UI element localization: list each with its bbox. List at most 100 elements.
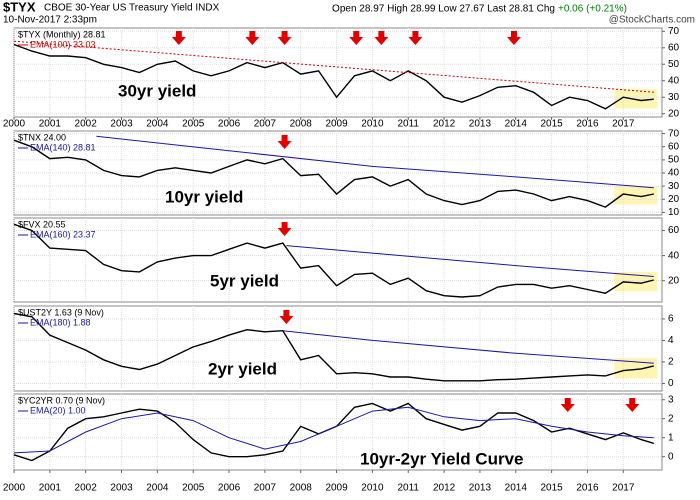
x-tick-label: 2017	[612, 483, 635, 494]
panel: 20 30 40 50 60 70 $TYX (Monthly) 28.81EMA(100)…	[3, 26, 680, 130]
legend-entry: EMA(100) 33.03	[30, 39, 96, 49]
panel-label: 10yr-2yr Yield Curve	[360, 449, 523, 468]
y-tick-label: 6	[668, 314, 674, 325]
y-tick-label: 2	[668, 413, 674, 424]
x-tick-label: 2003	[110, 119, 133, 130]
arrow	[349, 31, 364, 45]
y-tick-label: 10	[668, 207, 680, 218]
y-tick-label: 20	[668, 275, 680, 286]
arrow	[506, 31, 521, 45]
legend-entry: EMA(180) 1.88	[30, 317, 91, 327]
x-tick-label: 2015	[540, 483, 563, 494]
x-tick-label: 2015	[540, 119, 563, 130]
y-tick-label: 50	[668, 59, 680, 70]
ema-line	[13, 406, 654, 454]
x-tick-label: 2007	[254, 483, 277, 494]
y-tick-label: 1	[668, 432, 674, 443]
x-tick-label: 2012	[433, 483, 456, 494]
x-tick-label: 2010	[361, 119, 384, 130]
x-tick-label: 2002	[75, 483, 98, 494]
legend-entry: $YC2YR 0.70 (9 Nov)	[18, 395, 105, 405]
y-tick-label: 30	[668, 92, 680, 103]
change: +0.06 (+0.21%)	[558, 4, 627, 15]
x-tick-label: 2007	[254, 119, 277, 130]
x-tick-label: 2013	[469, 119, 492, 130]
ema-line	[96, 135, 654, 189]
y-tick-label: 50	[668, 155, 680, 166]
arrow	[374, 31, 389, 45]
x-tick-label: 2014	[505, 119, 528, 130]
x-tick-label: 2011	[397, 483, 419, 494]
x-tick-label: 2000	[3, 119, 26, 130]
x-tick-label: 2014	[505, 483, 528, 494]
highlight-box	[614, 271, 658, 292]
y-tick-label: 0	[668, 451, 674, 462]
x-tick-label: 2017	[612, 119, 635, 130]
legend-entry: $FVX 20.55	[18, 219, 66, 229]
legend-entry: $TNX 24.00	[18, 132, 66, 142]
y-tick-label: 70	[668, 26, 680, 37]
x-tick-label: 2001	[39, 483, 62, 494]
x-tick-label: 2009	[325, 119, 348, 130]
y-tick-label: 60	[668, 225, 680, 236]
x-tick-label: 2008	[290, 119, 313, 130]
ema-line	[282, 330, 654, 364]
x-tick-label: 2005	[182, 119, 205, 130]
x-tick-label: 2011	[397, 119, 419, 130]
legend-entry: EMA(140) 28.81	[30, 142, 96, 152]
legend-entry: $TYX (Monthly) 28.81	[18, 29, 106, 39]
price-line	[13, 312, 654, 382]
x-tick-label: 2013	[469, 483, 492, 494]
panel: 0 1 2 3 $YC2YR 0.70 (9 Nov)EMA(20) 1.00 10yr-…	[3, 393, 674, 494]
x-tick-label: 2012	[433, 119, 456, 130]
x-tick-label: 2006	[218, 119, 241, 130]
x-tick-label: 2010	[361, 483, 384, 494]
symbol: $TYX	[3, 0, 36, 14]
x-tick-label: 2006	[218, 483, 241, 494]
y-tick-label: 20	[668, 108, 680, 119]
x-tick-label: 2016	[576, 119, 599, 130]
price-line	[13, 43, 654, 110]
legend-entry: EMA(20) 1.00	[30, 405, 86, 415]
arrow	[277, 135, 292, 149]
x-tick-label: 2008	[290, 483, 313, 494]
price-line	[13, 139, 654, 208]
ema-line	[286, 245, 654, 277]
x-tick-label: 2005	[182, 483, 205, 494]
y-tick-label: 60	[668, 141, 680, 152]
panel-label: 2yr yield	[208, 359, 277, 378]
panel-label: 5yr yield	[210, 271, 279, 290]
panel-frame	[13, 27, 663, 118]
arrow	[171, 31, 186, 45]
y-tick-label: 60	[668, 42, 680, 53]
date: 10-Nov-2017 2:33pm	[3, 15, 97, 26]
y-tick-label: 70	[668, 128, 680, 139]
x-tick-label: 2003	[110, 483, 133, 494]
arrow	[408, 31, 423, 45]
x-tick-label: 2009	[325, 483, 348, 494]
x-tick-label: 2004	[146, 483, 169, 494]
panel-label: 30yr yield	[118, 81, 196, 100]
legend-entry: $UST2Y 1.63 (9 Nov)	[18, 307, 104, 317]
x-tick-label: 2016	[576, 483, 599, 494]
panel-label: 10yr yield	[165, 187, 243, 206]
arrow	[245, 31, 260, 45]
arrow	[560, 398, 575, 412]
x-tick-label: 2001	[39, 119, 62, 130]
y-tick-label: 20	[668, 194, 680, 205]
watermark: @StockCharts.com	[609, 15, 695, 26]
price-line	[13, 223, 654, 298]
panel: 0 2 4 6 $UST2Y 1.63 (9 Nov)EMA(180) 1.88 2yr …	[13, 305, 674, 392]
arrow	[625, 398, 640, 412]
legend-entry: EMA(160) 23.37	[30, 229, 96, 239]
quote: Open 28.97 High 28.99 Low 27.67 Last 28.…	[332, 4, 555, 15]
y-tick-label: 2	[668, 357, 674, 368]
x-tick-label: 2002	[75, 119, 98, 130]
instrument-name: CBOE 30-Year US Treasury Yield INDX	[44, 3, 220, 14]
arrow	[279, 310, 294, 324]
ema-line	[13, 40, 654, 93]
y-tick-label: 40	[668, 250, 680, 261]
